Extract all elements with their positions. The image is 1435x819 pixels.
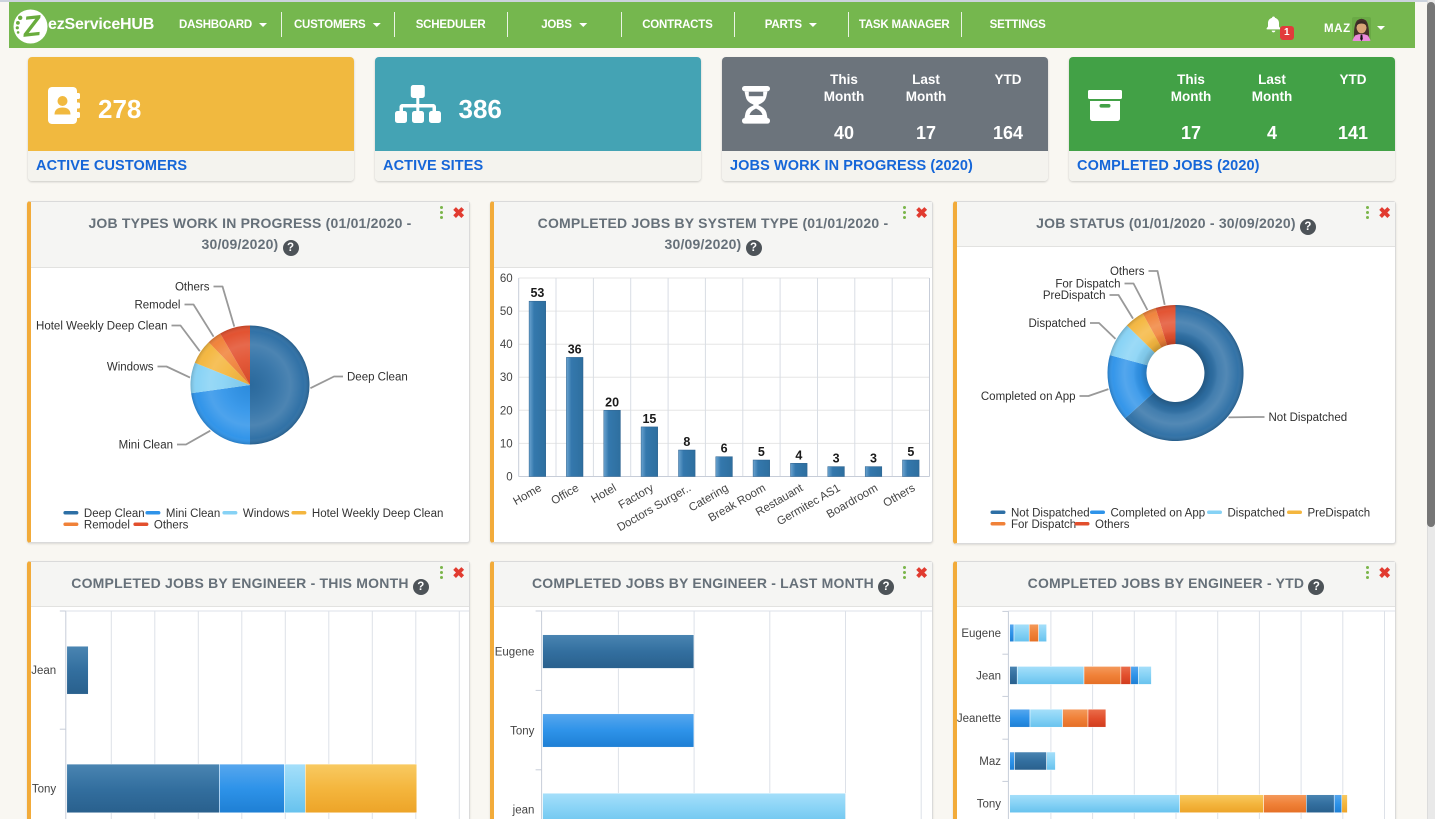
svg-text:Windows: Windows <box>107 361 154 373</box>
svg-text:Others: Others <box>881 482 917 510</box>
svg-text:Windows: Windows <box>243 508 290 520</box>
svg-text:Remodel: Remodel <box>134 299 180 311</box>
svg-text:Hotel Weekly Deep Clean: Hotel Weekly Deep Clean <box>312 508 443 520</box>
svg-text:Tony: Tony <box>32 783 57 795</box>
svg-text:Mini Clean: Mini Clean <box>119 439 173 451</box>
svg-text:Hotel Weekly Deep Clean: Hotel Weekly Deep Clean <box>36 320 167 332</box>
svg-text:Z: Z <box>20 9 43 43</box>
svg-text:Hotel: Hotel <box>589 482 618 506</box>
svg-text:36: 36 <box>568 342 582 356</box>
svg-text:0: 0 <box>506 471 512 483</box>
svg-text:PreDispatch: PreDispatch <box>1043 290 1106 302</box>
svg-text:8: 8 <box>683 435 690 449</box>
svg-text:Completed on App: Completed on App <box>981 391 1076 403</box>
svg-text:Deep Clean: Deep Clean <box>84 508 145 520</box>
svg-text:Tony: Tony <box>977 798 1002 810</box>
svg-text:Tony: Tony <box>510 725 535 737</box>
svg-text:Maz: Maz <box>979 755 1001 767</box>
svg-text:50: 50 <box>500 306 513 318</box>
svg-text:Remodel: Remodel <box>84 519 130 531</box>
svg-text:Deep Clean: Deep Clean <box>347 371 408 383</box>
svg-text:Mini Clean: Mini Clean <box>166 508 220 520</box>
svg-text:40: 40 <box>500 339 513 351</box>
svg-text:For Dispatch: For Dispatch <box>1055 278 1120 290</box>
svg-text:Others: Others <box>1110 266 1145 278</box>
svg-text:30: 30 <box>500 372 513 384</box>
svg-text:Not Dispatched: Not Dispatched <box>1011 507 1090 519</box>
svg-text:Others: Others <box>154 519 189 531</box>
svg-text:20: 20 <box>605 395 619 409</box>
svg-text:15: 15 <box>642 411 656 425</box>
svg-text:For Dispatch: For Dispatch <box>1011 519 1076 531</box>
svg-text:Jean: Jean <box>31 665 56 677</box>
svg-text:Others: Others <box>1095 519 1130 531</box>
svg-text:Dispatched: Dispatched <box>1228 507 1286 519</box>
svg-text:Eugene: Eugene <box>961 627 1001 639</box>
svg-text:6: 6 <box>721 441 728 455</box>
svg-text:3: 3 <box>833 451 840 465</box>
svg-text:jean: jean <box>512 804 535 816</box>
svg-text:53: 53 <box>530 286 544 300</box>
svg-text:3: 3 <box>870 451 877 465</box>
svg-text:Others: Others <box>175 281 210 293</box>
svg-text:Home: Home <box>511 482 544 508</box>
svg-text:10: 10 <box>500 438 513 450</box>
svg-text:20: 20 <box>500 405 513 417</box>
svg-text:Jeanette: Jeanette <box>957 713 1001 725</box>
svg-text:5: 5 <box>758 445 765 459</box>
svg-text:Jean: Jean <box>976 670 1001 682</box>
svg-text:Office: Office <box>549 482 581 507</box>
svg-text:Eugene: Eugene <box>495 646 535 658</box>
svg-text:5: 5 <box>907 445 914 459</box>
svg-text:Not Dispatched: Not Dispatched <box>1269 412 1348 424</box>
svg-text:PreDispatch: PreDispatch <box>1308 507 1371 519</box>
svg-text:60: 60 <box>500 273 513 285</box>
svg-text:Dispatched: Dispatched <box>1028 318 1086 330</box>
svg-text:4: 4 <box>795 448 802 462</box>
svg-text:Completed on App: Completed on App <box>1111 507 1206 519</box>
